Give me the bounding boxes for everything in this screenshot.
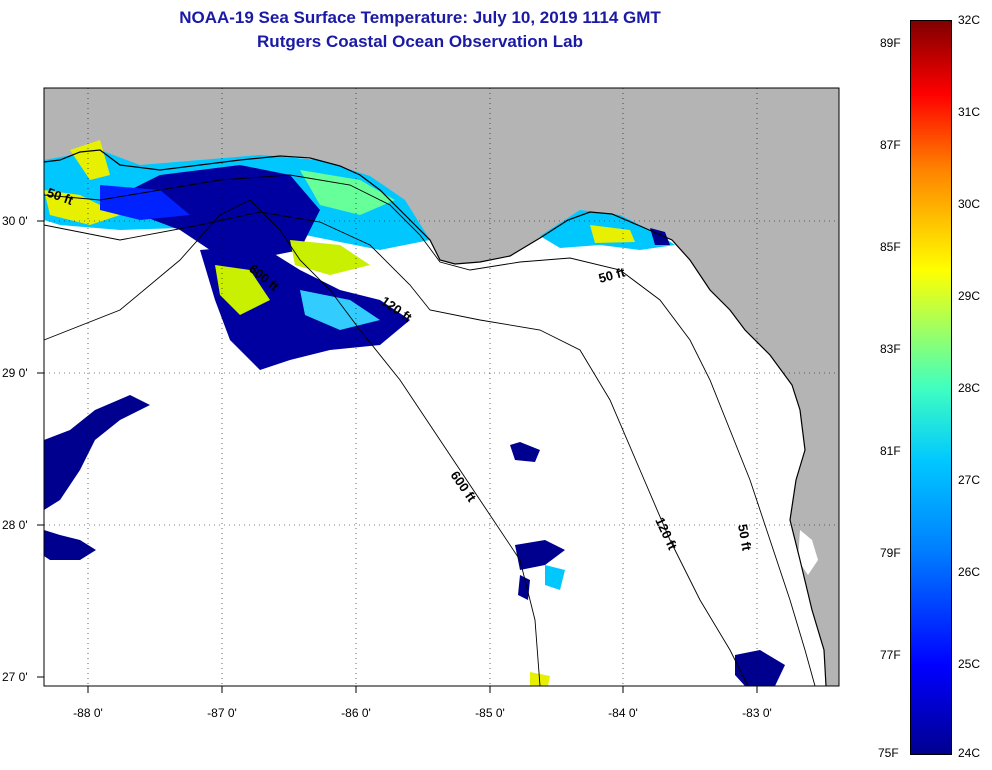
sst-colorbar (910, 20, 952, 755)
map-subtitle: Rutgers Coastal Ocean Observation Lab (257, 32, 583, 51)
map-title: NOAA-19 Sea Surface Temperature: July 10… (179, 8, 661, 27)
fahrenheit-label: 75F (878, 746, 899, 760)
celsius-label: 30C (958, 197, 981, 211)
lon-tick-label: -88 0' (73, 706, 103, 720)
fahrenheit-label: 83F (880, 342, 901, 356)
lon-tick-label: -85 0' (475, 706, 505, 720)
celsius-label: 31C (958, 105, 981, 119)
lat-tick-label: 30 0' (2, 214, 28, 228)
fahrenheit-label: 87F (880, 138, 901, 152)
fahrenheit-label: 77F (880, 648, 901, 662)
fahrenheit-label: 81F (880, 444, 901, 458)
celsius-label: 25C (958, 657, 981, 671)
fahrenheit-label: 85F (880, 240, 901, 254)
contour-50ft (43, 174, 816, 687)
bathymetry-contours (43, 174, 816, 687)
tick-marks (37, 220, 758, 693)
lat-tick-label: 29 0' (2, 366, 28, 380)
lat-tick-label: 27 0' (2, 670, 28, 684)
fahrenheit-label: 89F (880, 36, 901, 50)
contour-600ft (43, 199, 541, 687)
depth-label-50ft: 50 ft (597, 264, 627, 286)
fahrenheit-label: 79F (880, 546, 901, 560)
tampa-bay (798, 530, 818, 575)
coastline (43, 149, 827, 687)
lon-tick-label: -84 0' (608, 706, 638, 720)
celsius-label: 32C (958, 13, 981, 27)
contour-120ft (43, 211, 749, 687)
celsius-label: 27C (958, 473, 981, 487)
plot-frame (43, 87, 840, 687)
lat-tick-label: 28 0' (2, 518, 28, 532)
celsius-label: 26C (958, 565, 981, 579)
land-mass (44, 88, 839, 686)
lon-tick-label: -87 0' (207, 706, 237, 720)
celsius-label: 28C (958, 381, 981, 395)
lon-tick-label: -83 0' (742, 706, 772, 720)
celsius-label: 24C (958, 746, 981, 760)
lon-tick-label: -86 0' (341, 706, 371, 720)
celsius-label: 29C (958, 289, 981, 303)
depth-label-50ft: 50 ft (735, 523, 755, 553)
